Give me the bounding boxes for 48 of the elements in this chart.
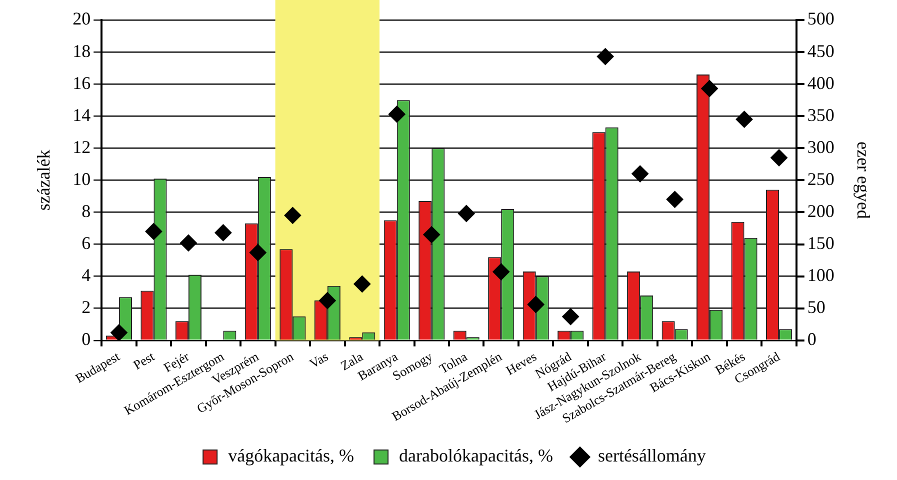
y2-tick-label: 0 — [807, 329, 816, 350]
y2-tick-label: 500 — [807, 8, 834, 29]
y2-tick-label: 50 — [807, 297, 826, 318]
legend-label: darabolókapacitás, % — [399, 446, 553, 466]
legend-label: vágókapacitás, % — [228, 446, 354, 466]
point — [110, 324, 128, 340]
y-tick-label: 16 — [72, 72, 91, 93]
y-tick-label: 20 — [72, 8, 91, 29]
point — [632, 165, 649, 182]
y2-tick-label: 100 — [807, 265, 834, 286]
point — [388, 106, 406, 123]
y-tick-label: 6 — [82, 232, 91, 253]
point — [527, 296, 544, 313]
legend-label: sertésállomány — [598, 446, 706, 466]
point — [318, 292, 336, 310]
point — [736, 110, 753, 128]
y2-tick-label: 400 — [807, 72, 834, 93]
point — [249, 244, 266, 262]
y2-tick-label: 150 — [807, 232, 834, 253]
point — [596, 48, 614, 66]
point — [458, 205, 475, 222]
y-tick-label: 14 — [72, 104, 91, 125]
y2-tick-label: 450 — [807, 40, 834, 61]
point — [214, 224, 232, 242]
point — [492, 263, 510, 280]
y2-tick-label: 300 — [807, 136, 834, 157]
y-axis-title: százalék — [34, 150, 54, 211]
point — [666, 190, 684, 208]
y-tick-label: 18 — [72, 40, 91, 61]
y-tick-label: 10 — [72, 168, 91, 189]
y-tick-label: 0 — [82, 329, 91, 350]
point — [284, 206, 302, 224]
y-tick-label: 12 — [72, 136, 91, 157]
point — [145, 222, 162, 240]
y2-tick-label: 250 — [807, 168, 834, 189]
point — [423, 226, 440, 244]
y-tick-label: 2 — [82, 297, 91, 318]
point — [701, 80, 718, 98]
point — [562, 308, 580, 326]
y2-tick-label: 350 — [807, 104, 834, 125]
point — [180, 234, 197, 252]
x-tick-label: Vas — [306, 348, 331, 372]
y2-tick-label: 200 — [807, 200, 834, 221]
y-tick-label: 8 — [82, 200, 91, 221]
y-tick-label: 4 — [82, 265, 91, 286]
y2-axis-title: ezer egyed — [853, 141, 874, 219]
point — [354, 275, 371, 292]
point — [770, 149, 788, 166]
